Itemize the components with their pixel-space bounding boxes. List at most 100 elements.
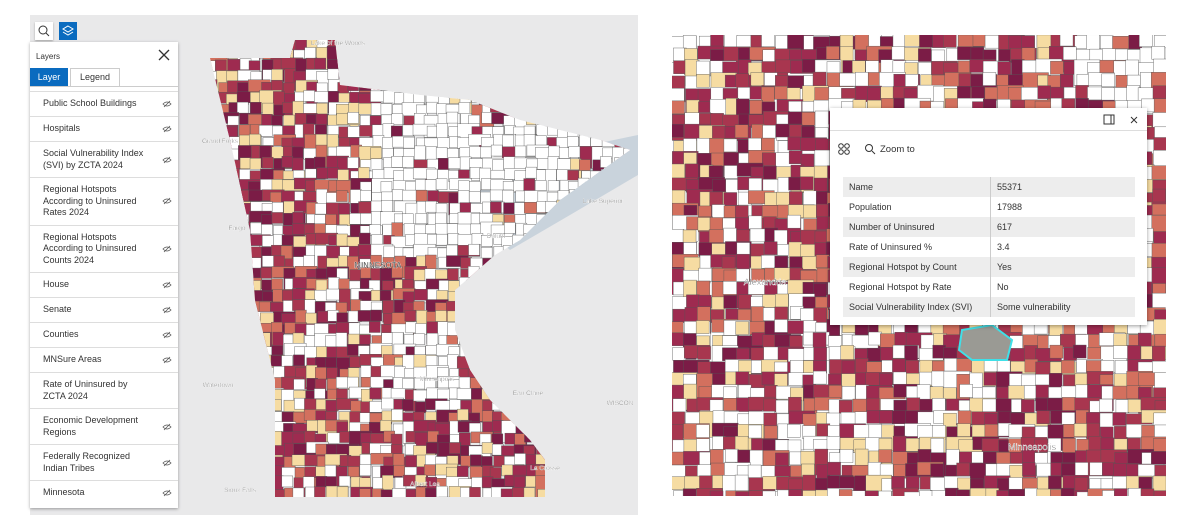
region [1153, 231, 1166, 245]
region [1007, 86, 1022, 101]
layer-item[interactable]: Economic Development Regions [30, 408, 178, 444]
region [826, 436, 841, 450]
more-icon[interactable] [837, 142, 851, 156]
layer-item[interactable]: Social Vulnerability Index (SVI) by ZCTA… [30, 141, 178, 177]
layer-item[interactable]: Federally Recognized Indian Tribes [30, 444, 178, 480]
region [709, 490, 724, 496]
zoom-to-action[interactable]: Zoom to [864, 143, 915, 155]
field-value: No [997, 282, 1009, 292]
region [405, 321, 418, 334]
map-label: Minneapolis [420, 376, 455, 383]
region [723, 192, 737, 206]
visibility-toggle[interactable] [162, 245, 172, 253]
layer-item[interactable]: Senate [30, 297, 178, 322]
region [338, 278, 350, 291]
layer-item[interactable]: House [30, 272, 178, 297]
region [672, 451, 685, 466]
map-label: Minneapolis [1008, 442, 1057, 452]
field-row: Social Vulnerability Index (SVI) Some vul… [843, 297, 1135, 317]
region [325, 214, 337, 226]
region [996, 490, 1010, 496]
visibility-toggle[interactable] [162, 459, 172, 467]
search-button[interactable] [35, 22, 53, 40]
zoom-icon [865, 144, 876, 155]
region [426, 101, 438, 114]
region [956, 489, 970, 496]
layer-item[interactable]: Counties [30, 322, 178, 347]
map-label: Lake of the Woods [311, 40, 366, 47]
field-row: Population 17988 [843, 197, 1135, 217]
layer-name: Counties [43, 329, 79, 340]
map-label: MINNESOTA [354, 261, 402, 270]
visibility-toggle[interactable] [162, 281, 172, 289]
region [292, 332, 305, 345]
layer-item[interactable]: Regional Hotspots According to Uninsured… [30, 177, 178, 225]
region [513, 475, 526, 497]
region [825, 46, 840, 60]
dock-button[interactable] [1103, 114, 1115, 125]
layer-item[interactable]: Hospitals [30, 116, 178, 141]
visibility-toggle[interactable] [162, 331, 172, 339]
region [304, 47, 316, 59]
layers-icon [62, 25, 74, 36]
region [435, 212, 447, 225]
layer-name: Regional Hotspots According to Uninsured… [43, 184, 137, 217]
region [260, 267, 273, 279]
visibility-toggle[interactable] [162, 489, 172, 497]
region [239, 157, 252, 169]
visibility-toggle[interactable] [162, 125, 172, 133]
eye-icon [162, 281, 172, 289]
region [293, 256, 305, 268]
region [673, 490, 687, 496]
region [838, 400, 853, 414]
region [1061, 360, 1075, 374]
region [763, 412, 777, 427]
visibility-toggle[interactable] [162, 356, 172, 364]
region [349, 356, 361, 368]
region [370, 254, 382, 267]
layer-item[interactable]: MNSure Areas [30, 347, 178, 372]
region [281, 475, 294, 488]
region [481, 235, 493, 247]
region [686, 294, 700, 309]
region [867, 87, 881, 101]
region [892, 60, 907, 74]
close-button[interactable] [158, 49, 170, 61]
region [1074, 373, 1089, 387]
region [1008, 488, 1035, 496]
region [763, 398, 777, 413]
region [349, 213, 361, 225]
region [391, 156, 403, 168]
field-value: 55371 [997, 182, 1023, 192]
region [273, 489, 286, 497]
eye-icon [162, 197, 172, 205]
selected-area[interactable] [957, 323, 1014, 361]
map-label: La Crosse [530, 465, 560, 472]
left-map[interactable]: Lake of the Woods Grand Forks Lake Superio… [30, 15, 638, 515]
visibility-toggle[interactable] [162, 306, 172, 314]
region [316, 102, 328, 115]
close-button[interactable] [1130, 116, 1138, 124]
tab-layer[interactable]: Layer [30, 68, 68, 86]
layer-name: Hospitals [43, 123, 81, 134]
visibility-toggle[interactable] [162, 156, 172, 164]
visibility-toggle[interactable] [162, 100, 172, 108]
layer-item[interactable]: Public School Buildings [30, 91, 178, 116]
tab-legend[interactable]: Legend [70, 68, 120, 86]
visibility-toggle[interactable] [162, 197, 172, 205]
field-row: Rate of Uninsured % 3.4 [843, 237, 1135, 257]
visibility-toggle[interactable] [162, 423, 172, 431]
region [393, 464, 405, 477]
layer-item[interactable]: Regional Hotspots According to Uninsured… [30, 224, 178, 273]
region [262, 235, 274, 247]
region [762, 49, 777, 63]
layer-item[interactable]: Rate of Uninsured by ZCTA 2024 [30, 372, 178, 408]
layers-button[interactable] [59, 22, 77, 40]
region [425, 200, 437, 213]
region [984, 86, 999, 101]
region [339, 431, 351, 443]
region [525, 166, 537, 179]
region [359, 232, 371, 245]
region [866, 397, 880, 412]
layer-item[interactable]: Minnesota [30, 480, 178, 505]
